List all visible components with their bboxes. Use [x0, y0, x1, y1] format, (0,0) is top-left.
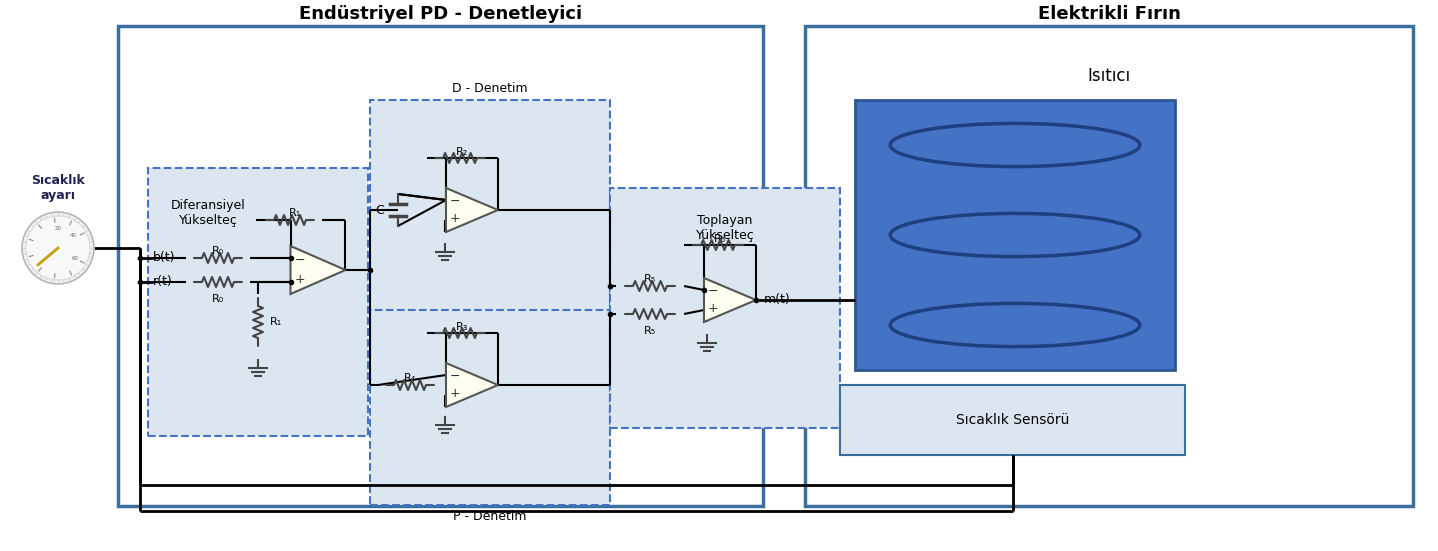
- Text: 20: 20: [55, 225, 62, 230]
- Text: b(t): b(t): [152, 251, 175, 264]
- Text: Diferansiyel
Yükselteç: Diferansiyel Yükselteç: [171, 199, 246, 227]
- Bar: [856, 100, 1175, 370]
- Polygon shape: [446, 188, 498, 232]
- Text: −: −: [450, 195, 460, 208]
- Text: R₀: R₀: [211, 246, 224, 256]
- Text: R₁: R₁: [270, 317, 282, 327]
- Text: R₅: R₅: [644, 326, 656, 336]
- Text: Endüstriyel PD - Denetleyici: Endüstriyel PD - Denetleyici: [299, 5, 582, 23]
- Text: R₄: R₄: [404, 373, 416, 383]
- Polygon shape: [446, 363, 498, 407]
- Text: Toplayan
Yükselteç: Toplayan Yükselteç: [696, 214, 755, 242]
- Text: R₁: R₁: [289, 208, 301, 218]
- Text: 40: 40: [70, 233, 76, 237]
- Bar: [805, 26, 1414, 506]
- Text: Elektrikli Fırın: Elektrikli Fırın: [1038, 5, 1181, 23]
- Text: Isıtıcı: Isıtıcı: [1087, 67, 1130, 85]
- Circle shape: [26, 216, 91, 280]
- Bar: [840, 385, 1185, 455]
- Text: +: +: [295, 273, 305, 286]
- Text: R₅: R₅: [644, 274, 656, 284]
- Bar: [610, 188, 840, 428]
- Bar: [370, 100, 610, 320]
- Text: r(t): r(t): [152, 276, 173, 289]
- Text: −: −: [295, 254, 305, 267]
- Text: m(t): m(t): [764, 294, 791, 306]
- Text: C: C: [375, 203, 384, 217]
- Bar: [148, 168, 368, 436]
- Text: 60: 60: [72, 256, 79, 261]
- Bar: [370, 310, 610, 505]
- Text: −: −: [450, 370, 460, 383]
- Text: Sıcaklık Sensörü: Sıcaklık Sensörü: [956, 413, 1070, 427]
- Text: Sıcaklık
ayarı: Sıcaklık ayarı: [32, 174, 85, 202]
- Text: +: +: [707, 302, 719, 315]
- Text: R₃: R₃: [456, 322, 469, 332]
- Text: D - Denetim: D - Denetim: [452, 82, 528, 95]
- Text: P - Denetim: P - Denetim: [453, 510, 526, 523]
- Text: R₀: R₀: [211, 294, 224, 304]
- Text: +: +: [450, 212, 460, 225]
- Text: R₆: R₆: [713, 234, 726, 244]
- Polygon shape: [290, 246, 345, 294]
- Circle shape: [22, 212, 93, 284]
- Text: R₂: R₂: [456, 147, 469, 157]
- Polygon shape: [705, 278, 756, 322]
- Text: −: −: [707, 285, 718, 298]
- Text: +: +: [450, 387, 460, 400]
- Bar: [118, 26, 764, 506]
